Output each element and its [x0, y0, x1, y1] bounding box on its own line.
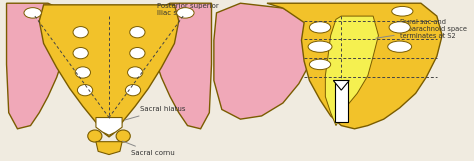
Polygon shape — [325, 16, 378, 126]
Ellipse shape — [388, 41, 411, 52]
Ellipse shape — [73, 27, 88, 38]
Text: Sacral hiatus: Sacral hiatus — [125, 106, 185, 120]
Ellipse shape — [125, 85, 141, 96]
Ellipse shape — [392, 6, 413, 16]
Polygon shape — [333, 80, 349, 90]
Polygon shape — [96, 142, 122, 155]
Polygon shape — [96, 118, 122, 135]
Polygon shape — [148, 3, 211, 129]
Ellipse shape — [389, 22, 410, 33]
Ellipse shape — [24, 8, 41, 18]
Ellipse shape — [310, 59, 331, 70]
Ellipse shape — [130, 27, 145, 38]
Polygon shape — [214, 3, 315, 119]
Ellipse shape — [308, 41, 332, 52]
Polygon shape — [267, 3, 442, 129]
Polygon shape — [7, 3, 70, 129]
Ellipse shape — [77, 85, 93, 96]
Ellipse shape — [73, 47, 88, 59]
Text: Dural sac and
subarachnoid space
terminates at S2: Dural sac and subarachnoid space termina… — [376, 19, 467, 39]
Ellipse shape — [75, 67, 91, 78]
Ellipse shape — [310, 22, 331, 33]
Ellipse shape — [128, 67, 143, 78]
Ellipse shape — [116, 130, 130, 142]
Ellipse shape — [88, 130, 102, 142]
Ellipse shape — [130, 47, 145, 59]
Polygon shape — [335, 80, 348, 122]
Ellipse shape — [177, 8, 194, 18]
Text: Posterior superior
Iliac spine: Posterior superior Iliac spine — [157, 3, 219, 16]
Text: Sacral cornu: Sacral cornu — [122, 141, 174, 156]
Polygon shape — [39, 5, 179, 137]
